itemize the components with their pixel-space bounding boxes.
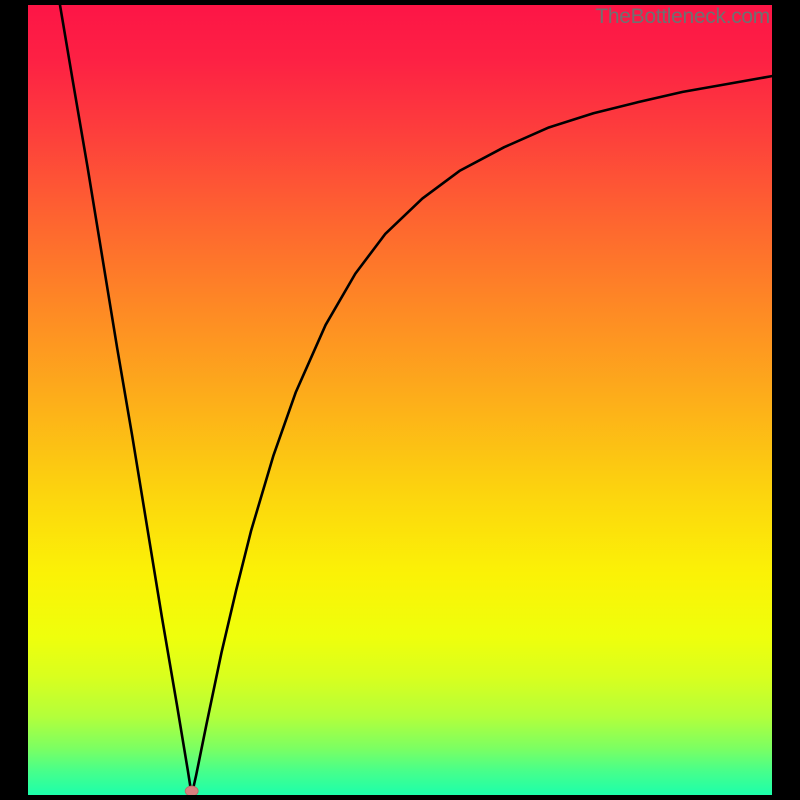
minimum-marker <box>185 786 198 795</box>
bottleneck-chart <box>28 5 772 795</box>
gradient-background <box>28 5 772 795</box>
watermark-label: TheBottleneck.com <box>595 5 770 29</box>
chart-container <box>28 5 772 795</box>
